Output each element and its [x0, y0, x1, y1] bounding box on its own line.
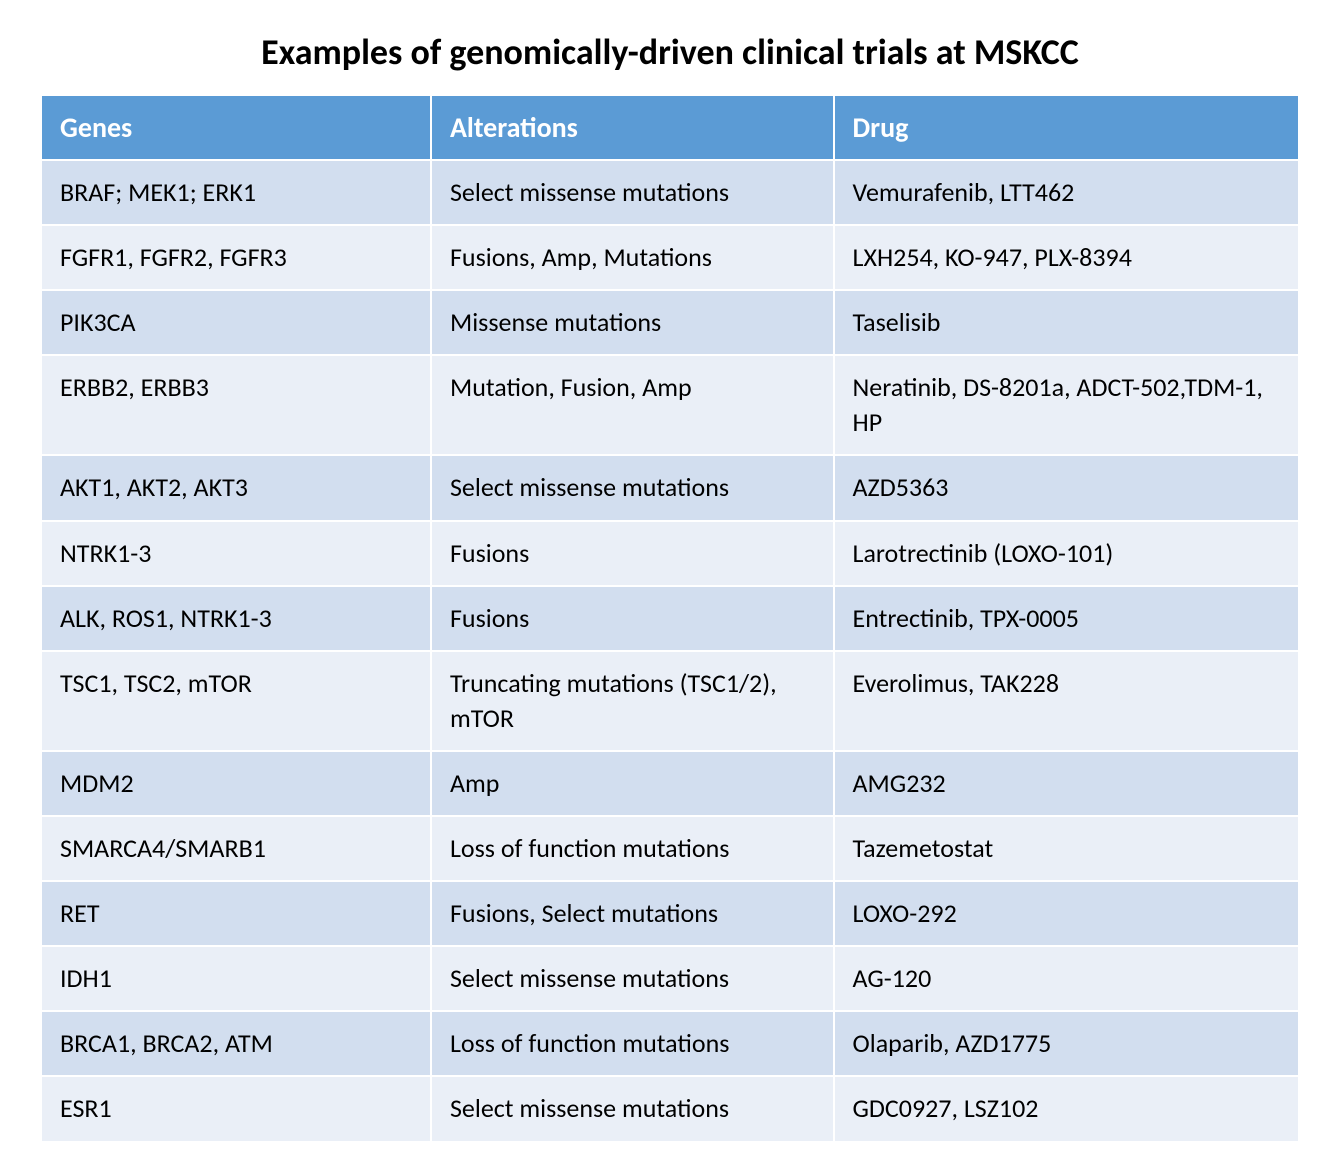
cell-alterations: Fusions, Select mutations — [431, 881, 834, 946]
cell-drug: Olaparib, AZD1775 — [834, 1011, 1299, 1076]
cell-drug: LOXO-292 — [834, 881, 1299, 946]
cell-genes: PIK3CA — [41, 290, 431, 355]
table-header-row: Genes Alterations Drug — [41, 95, 1299, 160]
cell-drug: LXH254, KO-947, PLX-8394 — [834, 225, 1299, 290]
cell-drug: GDC0927, LSZ102 — [834, 1076, 1299, 1141]
table-row: ALK, ROS1, NTRK1-3 Fusions Entrectinib, … — [41, 586, 1299, 651]
table-row: BRCA1, BRCA2, ATM Loss of function mutat… — [41, 1011, 1299, 1076]
cell-drug: Taselisib — [834, 290, 1299, 355]
table-row: ESR1 Select missense mutations GDC0927, … — [41, 1076, 1299, 1141]
table-row: PIK3CA Missense mutations Taselisib — [41, 290, 1299, 355]
clinical-trials-table: Genes Alterations Drug BRAF; MEK1; ERK1 … — [40, 94, 1300, 1143]
table-row: SMARCA4/SMARB1 Loss of function mutation… — [41, 816, 1299, 881]
cell-genes: FGFR1, FGFR2, FGFR3 — [41, 225, 431, 290]
cell-drug: Neratinib, DS-8201a, ADCT-502,TDM-1, HP — [834, 355, 1299, 455]
cell-drug: AZD5363 — [834, 455, 1299, 520]
cell-alterations: Missense mutations — [431, 290, 834, 355]
page-title: Examples of genomically-driven clinical … — [40, 30, 1300, 74]
cell-alterations: Select missense mutations — [431, 455, 834, 520]
cell-drug: Vemurafenib, LTT462 — [834, 160, 1299, 225]
table-row: NTRK1-3 Fusions Larotrectinib (LOXO-101) — [41, 521, 1299, 586]
cell-alterations: Amp — [431, 751, 834, 816]
cell-drug: Tazemetostat — [834, 816, 1299, 881]
cell-genes: SMARCA4/SMARB1 — [41, 816, 431, 881]
cell-drug: Everolimus, TAK228 — [834, 651, 1299, 751]
cell-alterations: Loss of function mutations — [431, 816, 834, 881]
cell-genes: ERBB2, ERBB3 — [41, 355, 431, 455]
table-row: MDM2 Amp AMG232 — [41, 751, 1299, 816]
cell-genes: TSC1, TSC2, mTOR — [41, 651, 431, 751]
cell-drug: AMG232 — [834, 751, 1299, 816]
cell-alterations: Fusions, Amp, Mutations — [431, 225, 834, 290]
table-row: FGFR1, FGFR2, FGFR3 Fusions, Amp, Mutati… — [41, 225, 1299, 290]
table-row: ERBB2, ERBB3 Mutation, Fusion, Amp Nerat… — [41, 355, 1299, 455]
cell-alterations: Loss of function mutations — [431, 1011, 834, 1076]
cell-genes: MDM2 — [41, 751, 431, 816]
table-row: RET Fusions, Select mutations LOXO-292 — [41, 881, 1299, 946]
cell-genes: BRCA1, BRCA2, ATM — [41, 1011, 431, 1076]
table-row: TSC1, TSC2, mTOR Truncating mutations (T… — [41, 651, 1299, 751]
column-header-genes: Genes — [41, 95, 431, 160]
table-row: IDH1 Select missense mutations AG-120 — [41, 946, 1299, 1011]
cell-genes: IDH1 — [41, 946, 431, 1011]
cell-genes: BRAF; MEK1; ERK1 — [41, 160, 431, 225]
cell-alterations: Select missense mutations — [431, 946, 834, 1011]
cell-alterations: Select missense mutations — [431, 1076, 834, 1141]
column-header-alterations: Alterations — [431, 95, 834, 160]
column-header-drug: Drug — [834, 95, 1299, 160]
cell-genes: ALK, ROS1, NTRK1-3 — [41, 586, 431, 651]
cell-alterations: Mutation, Fusion, Amp — [431, 355, 834, 455]
cell-drug: Larotrectinib (LOXO-101) — [834, 521, 1299, 586]
cell-genes: AKT1, AKT2, AKT3 — [41, 455, 431, 520]
cell-drug: AG-120 — [834, 946, 1299, 1011]
cell-genes: RET — [41, 881, 431, 946]
table-row: AKT1, AKT2, AKT3 Select missense mutatio… — [41, 455, 1299, 520]
cell-alterations: Truncating mutations (TSC1/2), mTOR — [431, 651, 834, 751]
cell-drug: Entrectinib, TPX-0005 — [834, 586, 1299, 651]
cell-alterations: Fusions — [431, 586, 834, 651]
cell-genes: ESR1 — [41, 1076, 431, 1141]
cell-alterations: Select missense mutations — [431, 160, 834, 225]
cell-genes: NTRK1-3 — [41, 521, 431, 586]
cell-alterations: Fusions — [431, 521, 834, 586]
table-row: BRAF; MEK1; ERK1 Select missense mutatio… — [41, 160, 1299, 225]
